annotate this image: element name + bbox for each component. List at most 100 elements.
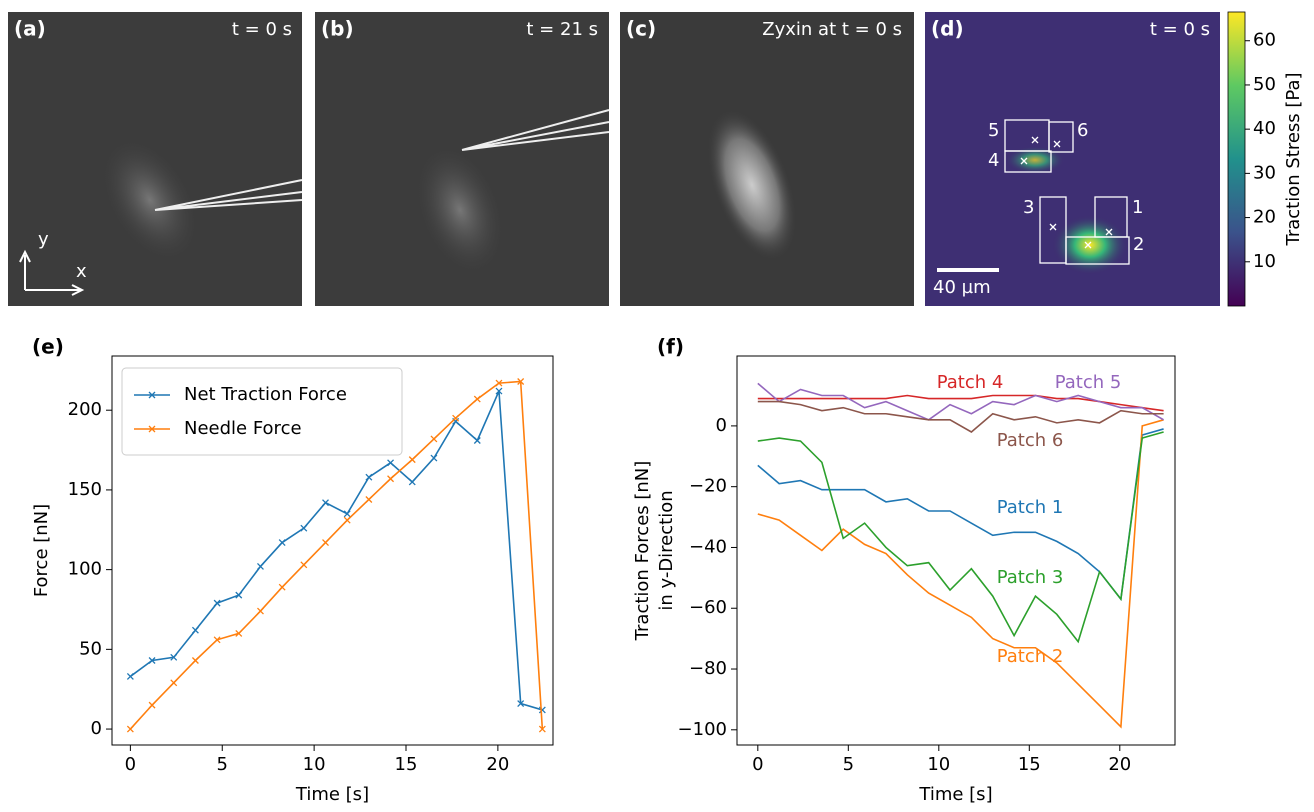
series-label: Patch 6 <box>997 430 1064 451</box>
marker <box>300 524 308 532</box>
hotspot <box>1052 215 1128 275</box>
panel-caption: t = 0 s <box>1150 19 1210 40</box>
legend-label: Needle Force <box>184 418 302 439</box>
marker <box>322 539 329 546</box>
series-line <box>129 390 543 711</box>
marker <box>473 395 481 403</box>
marker <box>213 636 221 644</box>
series-line <box>757 400 1164 433</box>
marker <box>343 510 351 518</box>
x-tick-label: 10 <box>303 754 326 775</box>
y-tick-label: −20 <box>689 476 727 497</box>
marker <box>191 657 199 664</box>
panel-label: (b) <box>321 17 354 41</box>
colorbar-tick-label: 60 <box>1253 30 1276 51</box>
marker <box>495 387 503 395</box>
marker <box>365 473 373 481</box>
axes-frame <box>111 355 554 746</box>
marker <box>170 679 178 687</box>
series-label: Patch 4 <box>937 372 1004 393</box>
patch-label: 2 <box>1133 234 1144 255</box>
y-tick-label: 200 <box>68 399 102 420</box>
scale-bar <box>937 268 999 272</box>
x-tick-label: 5 <box>217 754 228 775</box>
y-tick-label: 150 <box>68 479 102 500</box>
x-axis-label: Time [s] <box>295 784 369 805</box>
panel-caption: t = 21 s <box>526 19 598 40</box>
marker <box>517 378 525 385</box>
marker <box>235 591 243 599</box>
x-tick-label: 20 <box>1108 754 1131 775</box>
colorbar-tick-label: 30 <box>1253 162 1276 183</box>
y-tick-label: 0 <box>91 718 102 739</box>
marker <box>408 478 416 486</box>
colorbar-tick-label: 50 <box>1253 74 1276 95</box>
marker <box>365 496 373 503</box>
x-tick-label: 10 <box>927 754 950 775</box>
marker <box>257 562 264 570</box>
marker <box>257 607 264 615</box>
marker <box>170 653 178 661</box>
panel-caption: Zyxin at t = 0 s <box>762 19 902 40</box>
axis-arrows <box>19 249 85 296</box>
patch-label: 1 <box>1132 197 1143 218</box>
marker <box>191 626 199 634</box>
patch-label: 6 <box>1077 120 1088 141</box>
image-panel-c: (c) Zyxin at t = 0 s <box>620 12 914 306</box>
y-tick-label: −100 <box>678 719 727 740</box>
series-line <box>757 428 1164 602</box>
x-tick-label: 5 <box>843 754 854 775</box>
panel-label: (d) <box>931 17 964 41</box>
y-tick-label: 50 <box>79 638 102 659</box>
marker <box>213 599 221 607</box>
patch-label: 5 <box>988 120 999 141</box>
x-tick-label: 20 <box>486 754 509 775</box>
marker <box>495 379 503 387</box>
x-tick-label: 15 <box>1018 754 1041 775</box>
colorbar-label: Traction Stress [Pa] <box>1283 72 1304 246</box>
cell <box>410 137 510 283</box>
panel-label: (c) <box>626 17 656 41</box>
x-tick-label: 0 <box>125 754 136 775</box>
marker <box>473 437 481 444</box>
colorbar-tick-label: 10 <box>1253 251 1276 272</box>
marker <box>343 516 351 524</box>
marker <box>300 561 308 569</box>
series-label: Patch 1 <box>997 497 1064 518</box>
scale-bar-label: 40 µm <box>933 277 991 298</box>
marker <box>126 672 134 680</box>
series-line <box>129 380 544 730</box>
panel-caption: t = 0 s <box>232 19 292 40</box>
series-label: Patch 3 <box>997 567 1064 588</box>
image-panel-a: (a) t = 0 s y x <box>8 12 303 306</box>
marker <box>278 583 286 591</box>
cell <box>707 108 797 262</box>
y-axis-label: Traction Forces [nN] <box>632 461 653 642</box>
y-axis-label: in y-Direction <box>656 490 677 610</box>
legend-marker <box>148 391 156 399</box>
x-tick-label: 15 <box>395 754 418 775</box>
y-tick-label: 100 <box>68 559 102 580</box>
patch-boxes <box>1004 119 1130 265</box>
patch-label: 4 <box>988 150 999 171</box>
marker <box>538 725 546 733</box>
y-tick-label: −60 <box>689 597 727 618</box>
cell <box>95 131 205 269</box>
needle <box>154 179 303 211</box>
marker <box>517 700 525 708</box>
needle <box>461 109 610 151</box>
axes-frame <box>736 355 1176 746</box>
x-tick-label: 0 <box>752 754 763 775</box>
marker <box>322 499 329 507</box>
marker <box>408 456 416 464</box>
panel-label: (f) <box>657 335 684 359</box>
panel-label: (a) <box>14 17 46 41</box>
marker <box>387 459 395 467</box>
patch-label: 3 <box>1023 197 1034 218</box>
y-tick-label: 0 <box>716 415 727 436</box>
marker <box>148 701 156 709</box>
marker <box>430 435 438 443</box>
series-label: Patch 2 <box>997 646 1064 667</box>
